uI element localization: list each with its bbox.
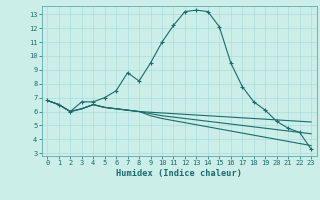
X-axis label: Humidex (Indice chaleur): Humidex (Indice chaleur) bbox=[116, 169, 242, 178]
